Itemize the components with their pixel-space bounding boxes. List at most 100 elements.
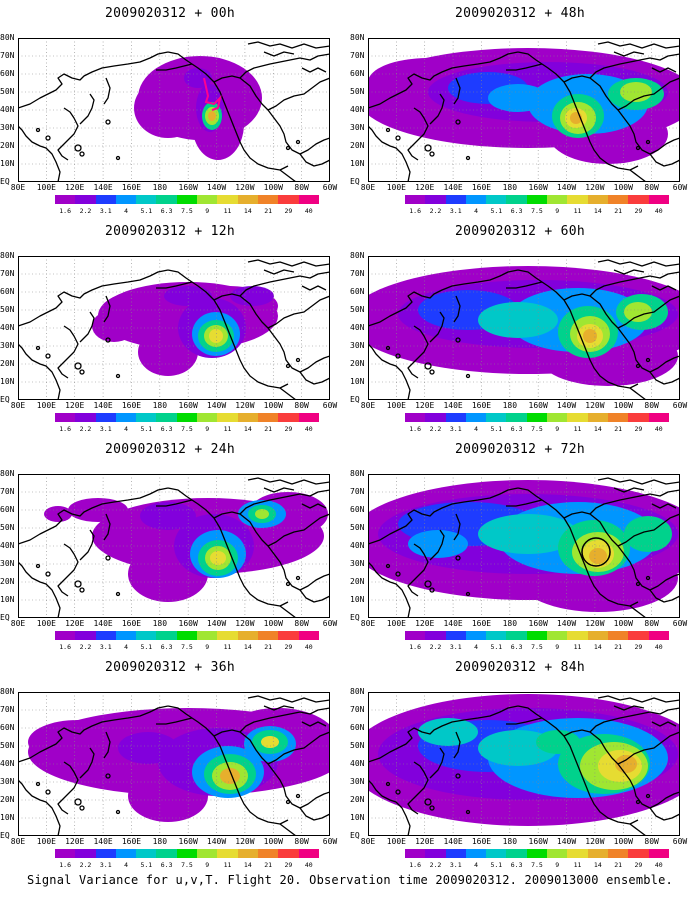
lon-tick-label: 120E [65, 183, 85, 192]
lat-tick-label: 10N [0, 813, 15, 822]
colorbar-swatch [156, 631, 177, 640]
colorbar-swatch [217, 849, 238, 858]
colorbar-label: 2.2 [429, 207, 442, 215]
colorbar-swatch [445, 195, 466, 204]
lat-tick-label: 30N [350, 777, 365, 786]
colorbar-swatch [567, 849, 588, 858]
colorbar-swatch [587, 195, 608, 204]
colorbar-label: 29 [284, 425, 293, 433]
lat-tick-label: 40N [350, 105, 365, 114]
forecast-panel: 2009020312 + 36h 80N 70N 60N 50N 40N 30N 20N 10N… [0, 654, 340, 872]
colorbar-swatch [567, 631, 588, 640]
colorbar [55, 849, 319, 858]
lat-tick-label: 30N [350, 123, 365, 132]
colorbar-label: 21 [614, 425, 623, 433]
lon-tick-label: 80E [360, 183, 376, 192]
colorbar-label: 14 [243, 207, 252, 215]
colorbar-label: 14 [593, 207, 602, 215]
colorbar-swatch [217, 631, 238, 640]
lat-tick-label: 50N [350, 87, 365, 96]
colorbar-swatch [526, 413, 548, 422]
colorbar-label: 6.3 [160, 643, 173, 651]
lat-tick-label: 80N [350, 251, 365, 260]
lat-tick-label: 40N [0, 323, 15, 332]
lon-tick-label: 160E [471, 183, 492, 192]
colorbar-label: 9 [555, 207, 560, 215]
lon-tick-label: 120E [415, 837, 435, 846]
colorbar-label: 11 [223, 643, 232, 651]
coastlines [368, 41, 680, 182]
colorbar-swatch [278, 631, 299, 640]
lon-tick-label: 120W [235, 401, 255, 410]
colorbar-swatch [526, 631, 548, 640]
lat-tick-label: 10N [350, 595, 365, 604]
lon-tick-label: 160E [121, 401, 142, 410]
colorbar [55, 631, 319, 640]
lon-tick-label: 80E [360, 837, 376, 846]
variance-field [368, 694, 680, 826]
lon-tick-label: 180 [502, 837, 518, 846]
colorbar-label: 5.1 [140, 207, 153, 215]
lon-tick-label: 80E [10, 619, 26, 628]
lon-tick-label: 120W [585, 837, 605, 846]
lon-tick-label: 140E [443, 401, 463, 410]
colorbar-label: 11 [223, 207, 232, 215]
lat-tick-label: 40N [350, 541, 365, 550]
colorbar-label: 40 [304, 207, 313, 215]
lon-tick-label: 140W [556, 837, 577, 846]
colorbar-label: 5.1 [490, 207, 503, 215]
variance-map [368, 256, 680, 400]
colorbar-swatch [526, 195, 548, 204]
lon-tick-label: 100E [36, 837, 56, 846]
colorbar-swatch [55, 413, 76, 422]
colorbar-swatch [607, 413, 629, 422]
colorbar-label: 1.6 [409, 861, 422, 869]
lon-tick-label: 180 [152, 619, 168, 628]
figure-caption: Signal Variance for u,v,T. Flight 20. Ob… [27, 873, 673, 887]
lon-tick-label: 100E [386, 619, 406, 628]
colorbar-swatch [257, 849, 279, 858]
colorbar-swatch [136, 631, 157, 640]
colorbar-swatch [648, 849, 669, 858]
lon-tick-label: 60W [322, 401, 338, 410]
lon-tick-label: 80E [360, 619, 376, 628]
colorbar-swatch [567, 195, 588, 204]
colorbar-swatch [95, 849, 116, 858]
colorbar-label: 11 [223, 861, 232, 869]
forecast-panel: 2009020312 + 00h 80N 70N 60N 50N 40N 30N 20N 10N… [0, 0, 340, 218]
lon-tick-label: 60W [672, 837, 688, 846]
lon-tick-label: 100W [613, 183, 633, 192]
lon-tick-label: 180 [502, 183, 518, 192]
colorbar-label: 7.5 [531, 207, 543, 215]
colorbar [55, 195, 319, 204]
lat-tick-label: 10N [350, 813, 365, 822]
colorbar-swatch [628, 631, 649, 640]
lon-tick-label: 140W [206, 183, 227, 192]
lat-tick-label: 50N [350, 523, 365, 532]
colorbar-swatch [278, 413, 299, 422]
forecast-panel: 2009020312 + 72h 80N 70N 60N 50N 40N 30N 20N 10N… [350, 436, 690, 654]
lon-tick-label: 100E [386, 837, 406, 846]
forecast-panel: 2009020312 + 12h 80N 70N 60N 50N 40N 30N 20N 10N… [0, 218, 340, 436]
lon-tick-label: 140W [556, 183, 577, 192]
colorbar-swatch [298, 631, 319, 640]
colorbar-swatch [486, 195, 507, 204]
coastlines [368, 477, 680, 618]
lon-tick-label: 80W [644, 401, 659, 410]
colorbar-label: 21 [614, 643, 623, 651]
colorbar-label: 6.3 [510, 207, 523, 215]
colorbar-label: 40 [654, 861, 663, 869]
colorbar-label: 3.1 [449, 425, 462, 433]
colorbar-label: 1.6 [59, 861, 72, 869]
colorbar [405, 849, 669, 858]
colorbar-label: 6.3 [510, 643, 523, 651]
colorbar-swatch [465, 631, 487, 640]
lat-tick-label: 30N [0, 123, 15, 132]
colorbar-label: 2.2 [429, 643, 442, 651]
lat-tick-label: 60N [350, 723, 365, 732]
lon-tick-label: 180 [152, 837, 168, 846]
lat-tick-label: 40N [350, 323, 365, 332]
lat-tick-label: 30N [350, 559, 365, 568]
colorbar-label: 1.6 [409, 207, 422, 215]
colorbar-label: 14 [243, 425, 252, 433]
